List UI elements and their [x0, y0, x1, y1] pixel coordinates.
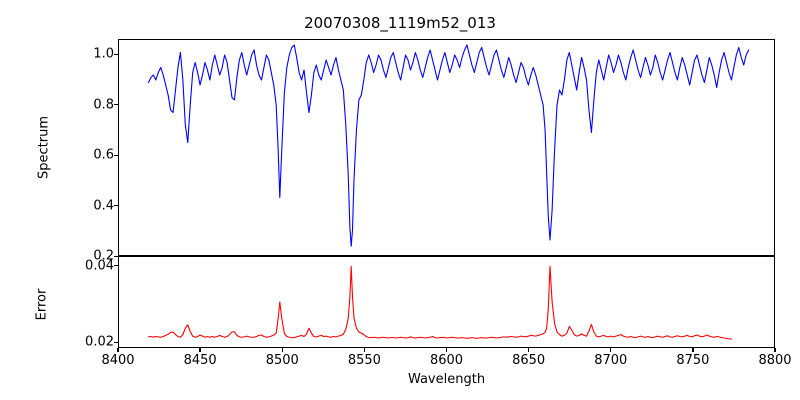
- x-tick-mark: [610, 348, 612, 352]
- y-tick-mark: [114, 265, 118, 267]
- y-tick-mark: [114, 53, 118, 55]
- spectrum-line-chart: [119, 40, 774, 255]
- x-axis-label: Wavelength: [407, 372, 486, 387]
- y-tick-mark: [114, 205, 118, 207]
- y-tick-label: 0.8: [93, 97, 114, 113]
- y-tick-label: 0.6: [93, 147, 114, 163]
- y-tick-label: 0.02: [85, 334, 114, 350]
- x-tick-label: 8450: [183, 353, 217, 368]
- x-tick-label: 8550: [347, 353, 381, 368]
- error-plot-area: [118, 256, 775, 348]
- x-tick-mark: [117, 348, 119, 352]
- figure-title: 20070308_1119m52_013: [304, 14, 496, 32]
- x-tick-label: 8600: [429, 353, 464, 368]
- x-tick-mark: [281, 348, 283, 352]
- y-tick-label: 1.0: [93, 46, 114, 62]
- spectrum-plot-area: [118, 39, 775, 256]
- y-tick-mark: [114, 154, 118, 156]
- x-tick-label: 8750: [676, 353, 710, 368]
- x-tick-mark: [774, 348, 776, 352]
- spectrum-data-line: [148, 45, 748, 246]
- y-tick-mark: [114, 341, 118, 344]
- x-tick-label: 8400: [101, 353, 135, 368]
- x-tick-label: 8800: [758, 353, 792, 368]
- x-tick-mark: [363, 348, 366, 352]
- x-tick-mark: [199, 348, 201, 352]
- x-tick-mark: [445, 348, 448, 352]
- y-tick-mark: [114, 104, 118, 106]
- y-tick-mark: [114, 255, 118, 257]
- error-y-axis-label: Error: [34, 288, 50, 321]
- spectrum-y-axis-label: Spectrum: [36, 116, 52, 179]
- y-tick-label: 0.4: [93, 198, 114, 214]
- x-tick-label: 8650: [512, 353, 546, 368]
- x-tick-mark: [692, 348, 694, 352]
- x-tick-label: 8500: [265, 353, 299, 368]
- x-tick-mark: [527, 348, 530, 352]
- x-tick-label: 8700: [594, 353, 628, 368]
- y-tick-label: 0.2: [93, 248, 114, 264]
- error-data-line: [148, 266, 731, 339]
- error-line-chart: [119, 257, 774, 347]
- y-tick-label: 0.04: [85, 258, 114, 274]
